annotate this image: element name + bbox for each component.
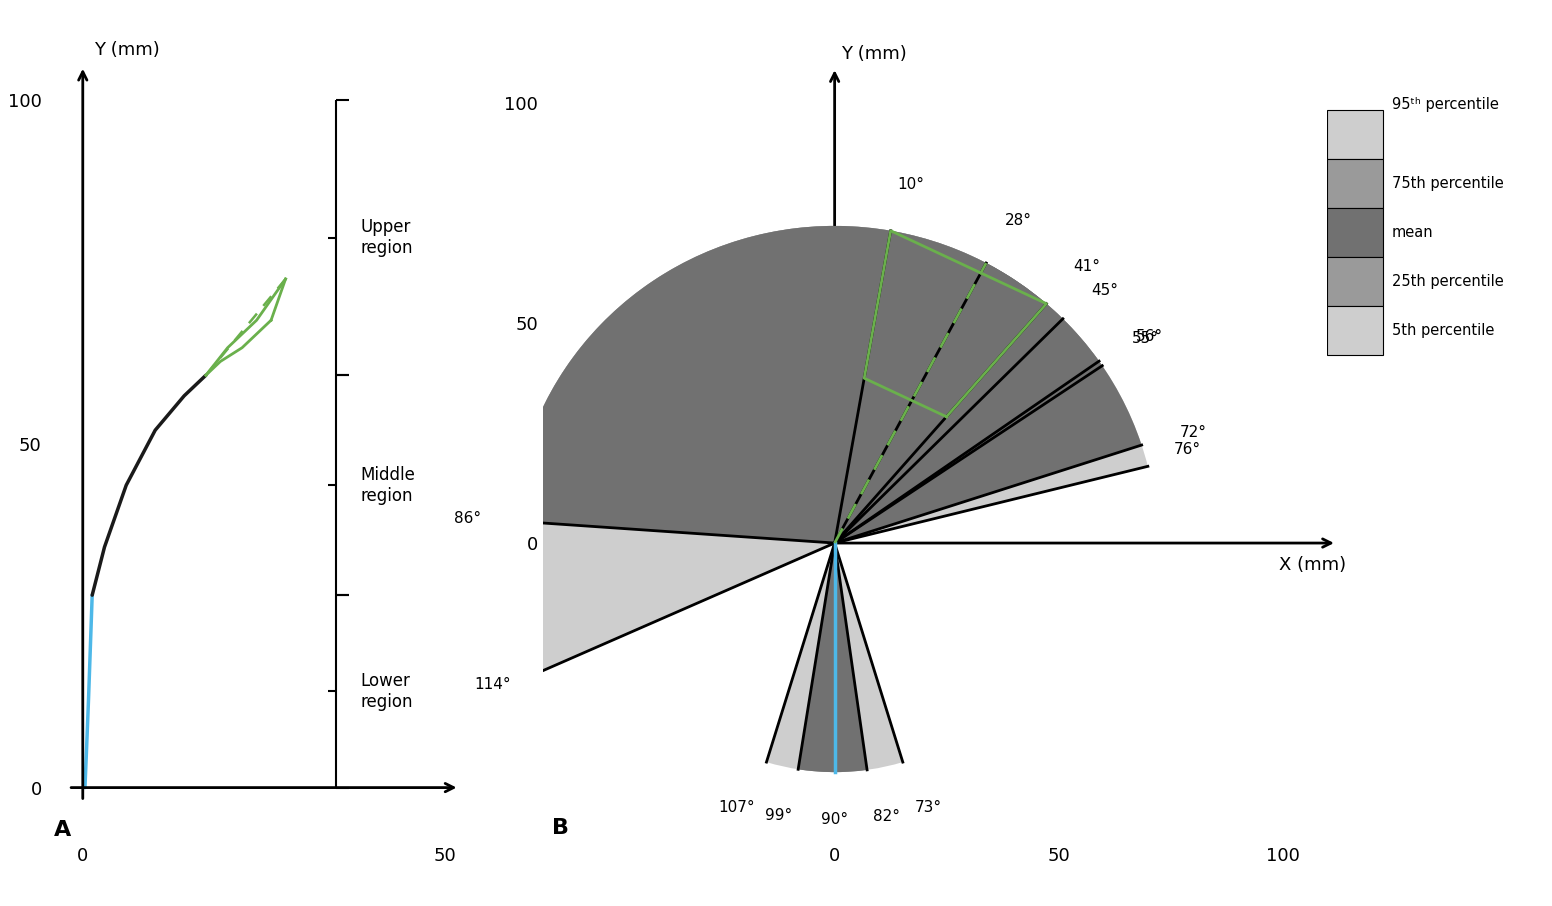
Wedge shape bbox=[835, 263, 1102, 543]
Wedge shape bbox=[835, 263, 1046, 543]
Text: A: A bbox=[54, 820, 71, 840]
Text: Y (mm): Y (mm) bbox=[93, 41, 160, 59]
Text: 114°: 114° bbox=[475, 677, 511, 692]
Text: 56°: 56° bbox=[1136, 329, 1162, 343]
Text: 55°: 55° bbox=[1131, 331, 1159, 346]
Text: Middle
region: Middle region bbox=[360, 466, 414, 505]
Text: 86°: 86° bbox=[455, 511, 481, 526]
Text: mean: mean bbox=[1392, 225, 1432, 240]
Bar bbox=[1327, 207, 1383, 257]
Text: X (mm): X (mm) bbox=[1279, 556, 1346, 574]
Text: Y (mm): Y (mm) bbox=[841, 45, 906, 63]
Text: Lower
region: Lower region bbox=[360, 672, 413, 711]
Text: B: B bbox=[553, 818, 570, 838]
Text: 82°: 82° bbox=[872, 809, 900, 824]
Text: 72°: 72° bbox=[1180, 425, 1207, 440]
Bar bbox=[1327, 257, 1383, 306]
Text: 107°: 107° bbox=[719, 800, 754, 815]
Wedge shape bbox=[835, 231, 986, 543]
Text: 90°: 90° bbox=[821, 812, 849, 827]
Text: 25th percentile: 25th percentile bbox=[1392, 275, 1504, 289]
Bar bbox=[1327, 159, 1383, 207]
Wedge shape bbox=[798, 543, 838, 772]
Wedge shape bbox=[835, 366, 1148, 543]
Text: Upper
region: Upper region bbox=[360, 218, 413, 257]
Bar bbox=[1327, 306, 1383, 355]
Wedge shape bbox=[830, 543, 868, 772]
Text: 45°: 45° bbox=[1091, 284, 1119, 298]
Text: 28°: 28° bbox=[1006, 213, 1032, 228]
Wedge shape bbox=[512, 226, 1099, 543]
Bar bbox=[1327, 110, 1383, 159]
Text: 5th percentile: 5th percentile bbox=[1392, 323, 1495, 338]
Text: 75th percentile: 75th percentile bbox=[1392, 176, 1504, 191]
Text: 95ᵗʰ percentile: 95ᵗʰ percentile bbox=[1392, 97, 1498, 112]
Wedge shape bbox=[798, 543, 868, 772]
Wedge shape bbox=[512, 226, 1142, 543]
Text: 41°: 41° bbox=[1072, 259, 1100, 274]
Wedge shape bbox=[767, 543, 903, 772]
Text: 10°: 10° bbox=[897, 177, 925, 192]
Text: 73°: 73° bbox=[914, 800, 942, 815]
Text: 99°: 99° bbox=[765, 808, 792, 824]
Text: 76°: 76° bbox=[1173, 442, 1201, 457]
Wedge shape bbox=[512, 226, 1063, 672]
